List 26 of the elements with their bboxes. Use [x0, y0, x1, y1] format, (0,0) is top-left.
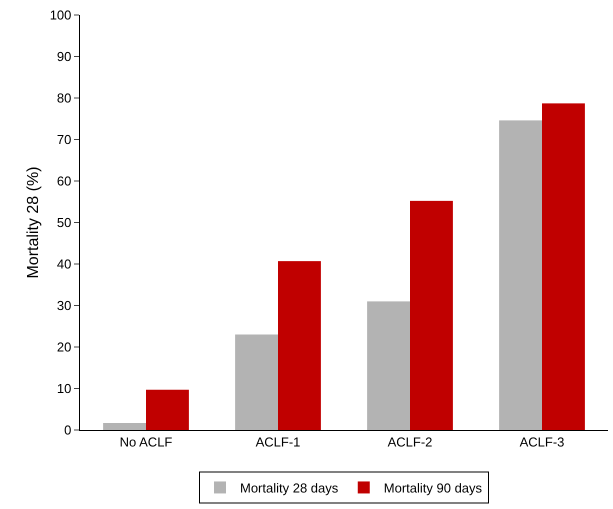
x-tick-label: No ACLF	[120, 434, 172, 450]
y-axis-title: Mortality 28 (%)	[25, 166, 42, 279]
bar	[367, 301, 410, 430]
bar	[542, 103, 585, 430]
x-tick-label: ACLF-3	[520, 434, 564, 450]
y-tick-label: 50	[56, 215, 72, 230]
legend-label: Mortality 90 days	[384, 480, 483, 496]
y-tick-label: 80	[56, 90, 72, 106]
y-tick-label: 40	[56, 256, 72, 272]
x-tick-label: ACLF-1	[256, 434, 300, 450]
x-tick-label: ACLF-2	[388, 434, 432, 450]
y-tick-label: 90	[56, 49, 72, 64]
bar	[278, 261, 321, 430]
y-tick-label: 0	[64, 422, 72, 438]
legend-label: Mortality 28 days	[240, 480, 339, 496]
y-tick-label: 70	[56, 132, 72, 148]
y-tick-label: 20	[56, 340, 72, 355]
bar	[146, 390, 189, 430]
bar	[410, 200, 453, 430]
bar	[235, 334, 278, 430]
y-tick-label: 30	[56, 298, 72, 314]
y-tick-label: 100	[50, 8, 72, 23]
y-tick-label: 10	[56, 381, 72, 396]
bar	[103, 422, 146, 430]
y-tick-label: 60	[56, 174, 72, 189]
bar	[499, 120, 542, 430]
